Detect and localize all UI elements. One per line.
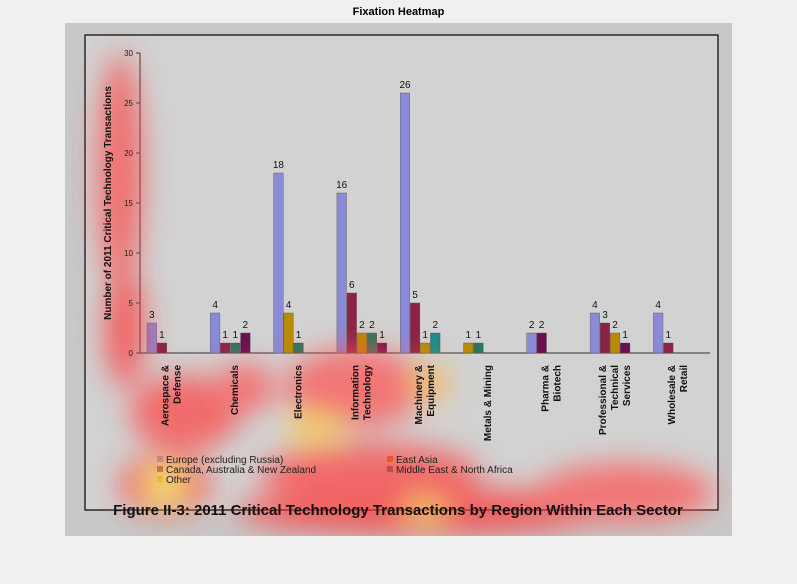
- bar: [589, 312, 600, 354]
- x-category-label: Services: [622, 365, 633, 407]
- heat-blob: [105, 268, 145, 388]
- heatmap-stage: 0 5 10 15 20 25 30 Number of 2011 Critical Tech…: [65, 23, 732, 536]
- x-category-label: Pharma &: [540, 365, 551, 412]
- bar-value-label: 2: [432, 320, 438, 331]
- x-category-label: Metals & Mining: [483, 365, 494, 441]
- legend-label: Other: [166, 475, 192, 486]
- bar-value-label: 2: [529, 320, 535, 331]
- bar-value-label: 1: [422, 330, 428, 341]
- heat-blob: [410, 365, 450, 401]
- bar-value-label: 1: [296, 330, 302, 341]
- y-tick-label: 0: [129, 349, 134, 358]
- bar-value-label: 1: [222, 330, 228, 341]
- figure-caption: Figure II-3: 2011 Critical Technology Tr…: [113, 502, 683, 519]
- window-title: Fixation Heatmap: [352, 6, 445, 18]
- y-tick-label: 5: [129, 299, 134, 308]
- bar-value-label: 1: [622, 330, 628, 341]
- bar-value-label: 1: [476, 330, 482, 341]
- x-category-label: Equipment: [426, 364, 437, 416]
- x-category-label: Information: [351, 365, 362, 420]
- bar: [536, 332, 547, 354]
- bar-value-label: 16: [336, 180, 348, 191]
- legend-label: Canada, Australia & New Zealand: [166, 465, 316, 476]
- bar: [230, 342, 241, 354]
- bar-value-label: 18: [273, 160, 285, 171]
- bar-value-label: 2: [539, 320, 545, 331]
- heat-blob: [98, 53, 142, 293]
- bar-value-label: 4: [212, 300, 218, 311]
- bar: [420, 342, 431, 354]
- legend-label: Europe (excluding Russia): [166, 455, 283, 466]
- bar: [430, 332, 441, 354]
- bar: [146, 322, 157, 354]
- y-tick-label: 25: [124, 99, 133, 108]
- bar-value-label: 4: [286, 300, 292, 311]
- bar: [620, 342, 631, 354]
- bar: [653, 312, 664, 354]
- bar: [610, 332, 621, 354]
- bar-value-label: 26: [399, 80, 411, 91]
- bar: [473, 342, 484, 354]
- x-category-label: Biotech: [552, 365, 563, 402]
- x-category-label: Chemicals: [230, 365, 241, 415]
- bar: [346, 292, 357, 354]
- bar: [336, 192, 347, 354]
- bar: [410, 302, 421, 354]
- bar-value-label: 1: [466, 330, 472, 341]
- bar: [663, 342, 674, 354]
- heat-blob: [215, 363, 275, 413]
- bar: [156, 342, 167, 354]
- x-category-label: Electronics: [293, 365, 304, 419]
- bar: [240, 332, 251, 354]
- bar-value-label: 3: [149, 310, 155, 321]
- x-category-label: Machinery &: [414, 365, 425, 424]
- bar: [293, 342, 304, 354]
- bar: [463, 342, 474, 354]
- legend-label: East Asia: [396, 455, 438, 466]
- heat-blob: [130, 375, 240, 451]
- heat-blob: [285, 413, 345, 443]
- bar: [283, 312, 294, 354]
- bar: [599, 322, 610, 354]
- heat-blob: [285, 348, 425, 428]
- y-tick-label: 10: [124, 249, 133, 258]
- bar: [210, 312, 221, 354]
- bar-value-label: 2: [243, 320, 249, 331]
- x-category-label: Defense: [173, 365, 184, 404]
- bar: [526, 332, 537, 354]
- y-tick-label: 20: [124, 149, 133, 158]
- x-category-label: Aerospace &: [161, 365, 172, 426]
- x-category-label: Professional &: [598, 365, 609, 435]
- x-category-label: Wholesale &: [667, 365, 678, 424]
- x-category-label: Retail: [679, 365, 690, 392]
- bar: [220, 342, 231, 354]
- bar-value-label: 1: [232, 330, 238, 341]
- y-axis-label: Number of 2011 Critical Technology Trans…: [103, 86, 114, 320]
- legend-label: Middle East & North Africa: [396, 465, 513, 476]
- bar-value-label: 5: [412, 290, 418, 301]
- heat-blob: [147, 469, 183, 501]
- heat-blob: [535, 463, 715, 523]
- bar-value-label: 4: [592, 300, 598, 311]
- bar-value-label: 1: [665, 330, 671, 341]
- y-tick-label: 30: [124, 49, 133, 58]
- bar-value-label: 1: [159, 330, 165, 341]
- bar-value-label: 2: [612, 320, 618, 331]
- bar-value-label: 3: [602, 310, 608, 321]
- bar-value-label: 1: [379, 330, 385, 341]
- bar-value-label: 6: [349, 280, 355, 291]
- bar-value-label: 4: [655, 300, 661, 311]
- y-tick-label: 15: [124, 199, 133, 208]
- x-category-label: Technology: [363, 365, 374, 421]
- heat-blob: [405, 500, 445, 520]
- bar-value-label: 2: [369, 320, 375, 331]
- bar: [400, 92, 411, 354]
- bar: [273, 172, 284, 354]
- bar-value-label: 2: [359, 320, 365, 331]
- x-category-label: Technical: [610, 365, 621, 411]
